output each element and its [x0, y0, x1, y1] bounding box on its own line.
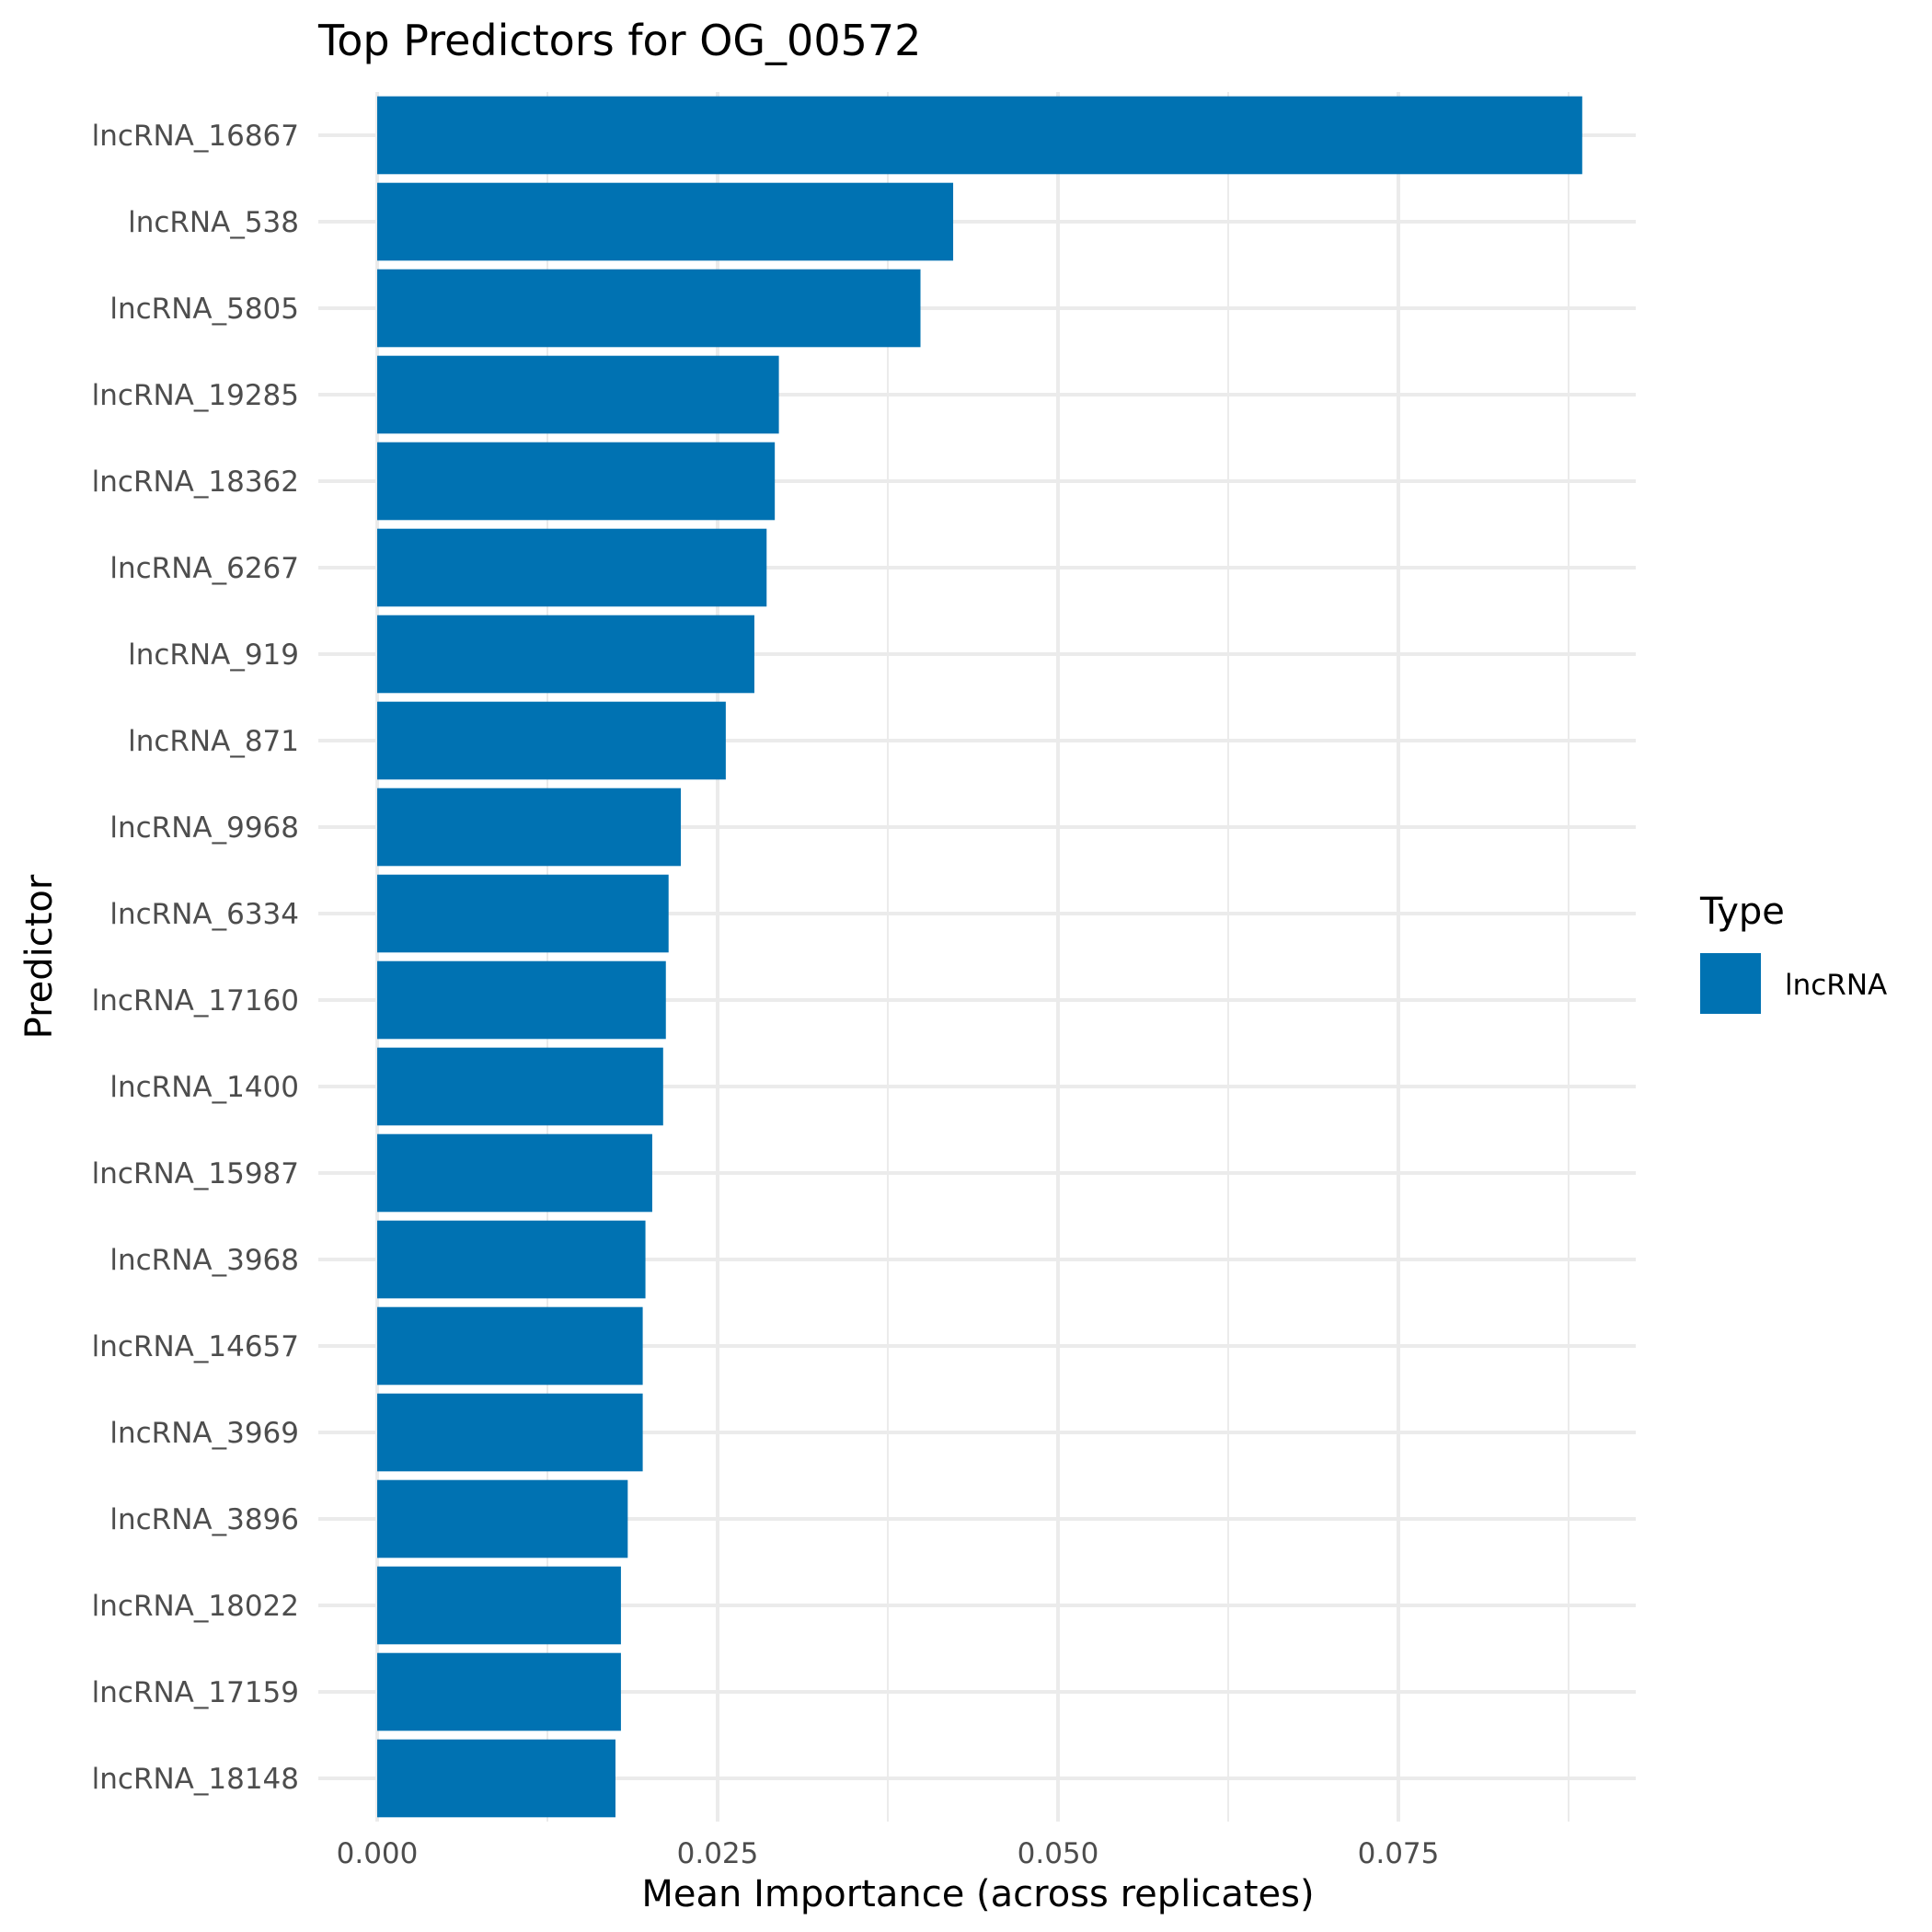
bar-lncrna-18148 — [377, 1739, 615, 1818]
y-tick-label: lncRNA_16867 — [92, 120, 299, 153]
legend-label-lncrna: lncRNA — [1785, 969, 1887, 1002]
legend-title: Type — [1699, 891, 1785, 933]
y-tick-label: lncRNA_3969 — [109, 1417, 299, 1450]
bar-lncrna-1400 — [377, 1047, 663, 1126]
y-tick-label: lncRNA_18022 — [92, 1590, 299, 1623]
bar-lncrna-17159 — [377, 1652, 621, 1731]
bar-lncrna-6267 — [377, 528, 767, 607]
y-tick-label: lncRNA_19285 — [92, 379, 299, 412]
x-tick-label: 0.025 — [677, 1837, 759, 1870]
y-tick-label: lncRNA_17159 — [92, 1676, 299, 1709]
bar-lncrna-18022 — [377, 1566, 621, 1645]
y-tick-label: lncRNA_6334 — [109, 898, 299, 931]
y-tick-label: lncRNA_6267 — [109, 552, 299, 585]
bar-lncrna-919 — [377, 615, 754, 694]
y-axis-title: Predictor — [18, 874, 61, 1039]
legend-key-lncrna — [1700, 953, 1761, 1014]
grid — [318, 92, 1636, 1822]
legend: Type lncRNA — [1699, 891, 1887, 1014]
y-tick-label: lncRNA_3896 — [109, 1503, 299, 1536]
bars — [377, 96, 1582, 1818]
y-tick-labels: lncRNA_16867 lncRNA_538 lncRNA_5805 lncRNA_… — [92, 120, 299, 1796]
bar-lncrna-9968 — [377, 788, 682, 867]
y-tick-label: lncRNA_17160 — [92, 984, 299, 1018]
bar-lncrna-5805 — [377, 269, 921, 348]
chart-title: Top Predictors for OG_00572 — [317, 16, 921, 65]
y-tick-label: lncRNA_9968 — [109, 811, 299, 845]
bar-lncrna-18362 — [377, 442, 776, 521]
bar-lncrna-3969 — [377, 1393, 643, 1472]
bar-lncrna-6334 — [377, 874, 669, 953]
y-tick-label: lncRNA_871 — [128, 725, 299, 758]
x-tick-label: 0.075 — [1358, 1837, 1440, 1870]
y-tick-label: lncRNA_14657 — [92, 1330, 299, 1363]
y-tick-label: lncRNA_5805 — [109, 293, 299, 326]
y-tick-label: lncRNA_18148 — [92, 1763, 299, 1796]
x-axis-title: Mean Importance (across replicates) — [641, 1873, 1314, 1915]
y-tick-label: lncRNA_538 — [128, 206, 299, 239]
bar-lncrna-19285 — [377, 355, 779, 434]
bar-lncrna-538 — [377, 182, 954, 261]
bar-lncrna-3896 — [377, 1479, 628, 1558]
x-tick-label: 0.000 — [337, 1837, 419, 1870]
bar-lncrna-15987 — [377, 1133, 652, 1213]
y-tick-label: lncRNA_3968 — [109, 1244, 299, 1277]
y-tick-label: lncRNA_18362 — [92, 466, 299, 499]
bar-lncrna-871 — [377, 701, 726, 780]
bar-lncrna-17160 — [377, 960, 666, 1040]
bar-lncrna-16867 — [377, 96, 1582, 175]
y-tick-label: lncRNA_919 — [128, 638, 299, 672]
bar-lncrna-14657 — [377, 1306, 643, 1386]
x-tick-labels: 0.000 0.025 0.050 0.075 — [337, 1837, 1440, 1870]
bar-lncrna-3968 — [377, 1220, 646, 1299]
y-tick-label: lncRNA_15987 — [92, 1157, 299, 1190]
y-tick-label: lncRNA_1400 — [109, 1071, 299, 1104]
x-tick-label: 0.050 — [1018, 1837, 1099, 1870]
